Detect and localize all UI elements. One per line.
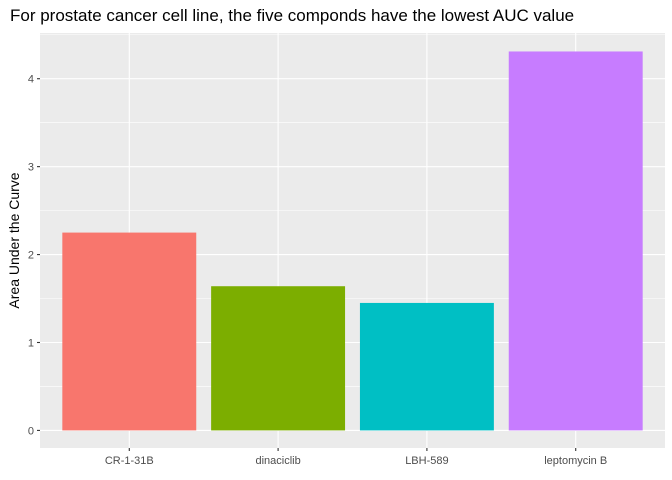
bars xyxy=(62,51,643,431)
bar-leptomycin-b xyxy=(508,51,643,431)
chart-title: For prostate cancer cell line, the five … xyxy=(10,6,574,25)
x-tick-label: CR-1-31B xyxy=(105,455,154,467)
x-tick-label: LBH-589 xyxy=(405,455,448,467)
y-tick-label: 0 xyxy=(28,425,34,437)
bar-lbh-589 xyxy=(359,302,494,431)
y-tick-label: 2 xyxy=(28,250,34,262)
y-tick-label: 3 xyxy=(28,162,34,174)
x-tick-label: leptomycin B xyxy=(544,455,607,467)
y-tick-label: 1 xyxy=(28,337,34,349)
bar-cr-1-31b xyxy=(62,232,197,431)
x-axis: CR-1-31B dinaciclib LBH-589 leptomycin B xyxy=(105,448,607,467)
y-tick-label: 4 xyxy=(28,74,34,86)
bar-dinaciclib xyxy=(211,286,346,431)
y-axis: 0 1 2 3 4 xyxy=(28,74,40,437)
x-tick-label: dinaciclib xyxy=(255,455,300,467)
y-axis-label: Area Under the Curve xyxy=(6,172,22,308)
